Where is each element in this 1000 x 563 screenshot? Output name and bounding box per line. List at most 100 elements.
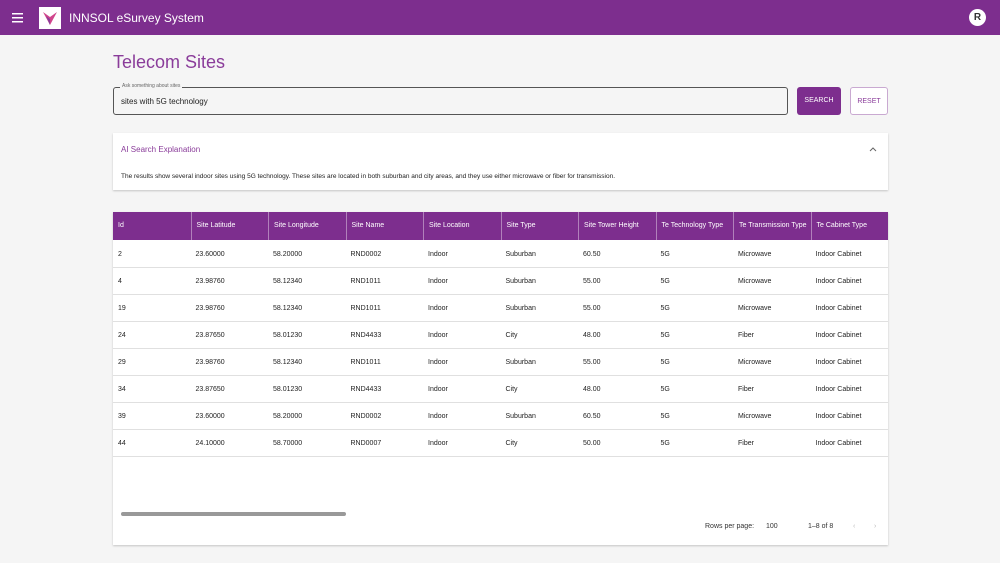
collapse-icon[interactable]: [869, 146, 877, 152]
rows-per-page[interactable]: 100: [766, 523, 778, 530]
table-cell: 55.00: [583, 305, 601, 312]
column-header[interactable]: Te Technology Type: [655, 212, 734, 240]
table-cell: 23.98760: [195, 278, 225, 285]
table-cell: Indoor Cabinet: [815, 332, 862, 339]
table-cell: City: [505, 386, 518, 393]
table-cell: Indoor: [428, 359, 448, 366]
column-header[interactable]: Site Name: [345, 212, 424, 240]
table-cell: 39: [118, 413, 126, 420]
table-cell: Indoor: [428, 332, 448, 339]
table-row: 19 23.98760 58.12340 RND1011 Indoor Suburban 5…: [113, 295, 888, 322]
table-cell: 58.20000: [273, 413, 303, 420]
column-header[interactable]: Site Location: [423, 212, 501, 240]
table-cell: Indoor Cabinet: [815, 305, 862, 312]
table-cell: RND1011: [350, 278, 381, 285]
table-cell: Fiber: [738, 332, 754, 339]
table-cell: RND1011: [350, 359, 381, 366]
table-cell: 44: [118, 440, 126, 447]
app-bar: INNSOL eSurvey System R: [0, 0, 1000, 35]
table-cell: 55.00: [583, 359, 601, 366]
table-cell: Indoor Cabinet: [815, 440, 862, 447]
table-row: 24 23.87650 58.01230 RND4433 Indoor City 48.00…: [113, 322, 888, 349]
table-cell: Indoor: [428, 386, 448, 393]
table-cell: RND0007: [350, 440, 382, 447]
table-cell: 24.10000: [195, 440, 225, 447]
table-cell: 58.12340: [273, 359, 303, 366]
table-cell: Indoor Cabinet: [815, 413, 862, 420]
search-field[interactable]: Ask something about sites sites with 5G …: [113, 83, 788, 115]
next-page[interactable]: ›: [874, 523, 877, 530]
table-cell: 23.98760: [195, 359, 225, 366]
table-cell: 5G: [660, 251, 670, 258]
table-cell: 23.98760: [195, 305, 225, 312]
page-range: 1–8 of 8: [808, 523, 834, 530]
column-header[interactable]: Site Tower Height: [578, 212, 656, 240]
table-cell: Suburban: [505, 251, 536, 258]
table-cell: 5G: [660, 386, 670, 393]
app-title: INNSOL eSurvey System: [69, 11, 204, 25]
table-cell: Indoor Cabinet: [815, 278, 862, 285]
search-button[interactable]: SEARCH: [797, 87, 841, 115]
table-row: 39 23.60000 58.20000 RND0002 Indoor Suburban 6…: [113, 403, 888, 430]
table-cell: 23.60000: [195, 251, 225, 258]
page-title: Telecom Sites: [113, 52, 226, 72]
table-cell: 19: [118, 305, 126, 312]
data-table: Rows per page: 100 1–8 of 8 ‹ › Id Site L…: [113, 212, 888, 545]
table-cell: 23.60000: [195, 413, 225, 420]
scrollbar[interactable]: [121, 512, 346, 516]
table-cell: 60.50: [583, 413, 601, 420]
table-cell: 5G: [660, 413, 670, 420]
table-cell: Microwave: [738, 359, 772, 366]
table-cell: Indoor: [428, 413, 448, 420]
table-cell: 23.87650: [195, 386, 225, 393]
table-cell: 2: [118, 251, 122, 258]
search-label: Ask something about sites: [120, 83, 183, 89]
table-cell: 58.12340: [273, 278, 303, 285]
table-cell: 58.70000: [273, 440, 303, 447]
table-cell: 5G: [660, 440, 670, 447]
table-cell: Indoor: [428, 305, 448, 312]
table-cell: RND0002: [350, 413, 382, 420]
table-cell: Indoor: [428, 278, 448, 285]
column-header[interactable]: Site Type: [500, 212, 579, 240]
table-cell: 4: [118, 278, 122, 285]
table-cell: RND4433: [350, 332, 382, 339]
table-cell: 24: [118, 332, 126, 339]
table-row: 34 23.87650 58.01230 RND4433 Indoor City 48.00…: [113, 376, 888, 403]
menu-icon[interactable]: [12, 12, 24, 23]
table-row: 29 23.98760 58.12340 RND1011 Indoor Suburban 5…: [113, 349, 888, 376]
table-cell: Suburban: [505, 359, 536, 366]
table-cell: City: [505, 332, 518, 339]
reset-button[interactable]: RESET: [850, 87, 888, 115]
table-cell: Suburban: [505, 413, 536, 420]
table-row: 2 23.60000 58.20000 RND0002 Indoor Suburban 60…: [113, 241, 888, 268]
table-cell: RND1011: [350, 305, 381, 312]
table-cell: 23.87650: [195, 332, 225, 339]
table-cell: Microwave: [738, 251, 772, 258]
table-cell: City: [505, 440, 518, 447]
column-header[interactable]: Id: [118, 222, 124, 229]
table-cell: 55.00: [583, 278, 601, 285]
table-cell: 58.12340: [273, 305, 303, 312]
table-cell: 48.00: [583, 386, 601, 393]
table-cell: Microwave: [738, 413, 772, 420]
table-cell: Suburban: [505, 305, 536, 312]
rows-per-page-label: Rows per page:: [705, 523, 755, 530]
column-header[interactable]: Te Cabinet Type: [810, 212, 889, 240]
table-cell: Fiber: [738, 386, 754, 393]
table-cell: 50.00: [583, 440, 601, 447]
column-header[interactable]: Site Longitude: [268, 212, 346, 240]
table-cell: RND0002: [350, 251, 382, 258]
table-cell: 58.20000: [273, 251, 303, 258]
column-header[interactable]: Site Latitude: [190, 212, 269, 240]
table-cell: Indoor: [428, 440, 448, 447]
table-cell: 5G: [660, 359, 670, 366]
column-header[interactable]: Te Transmission Type: [733, 212, 811, 240]
prev-page[interactable]: ‹: [853, 523, 856, 530]
table-cell: Indoor Cabinet: [815, 386, 862, 393]
explanation-title[interactable]: AI Search Explanation: [121, 145, 201, 154]
avatar[interactable]: R: [969, 9, 986, 26]
table-cell: Microwave: [738, 305, 772, 312]
explanation-card: AI Search Explanation The results show s…: [113, 133, 888, 190]
